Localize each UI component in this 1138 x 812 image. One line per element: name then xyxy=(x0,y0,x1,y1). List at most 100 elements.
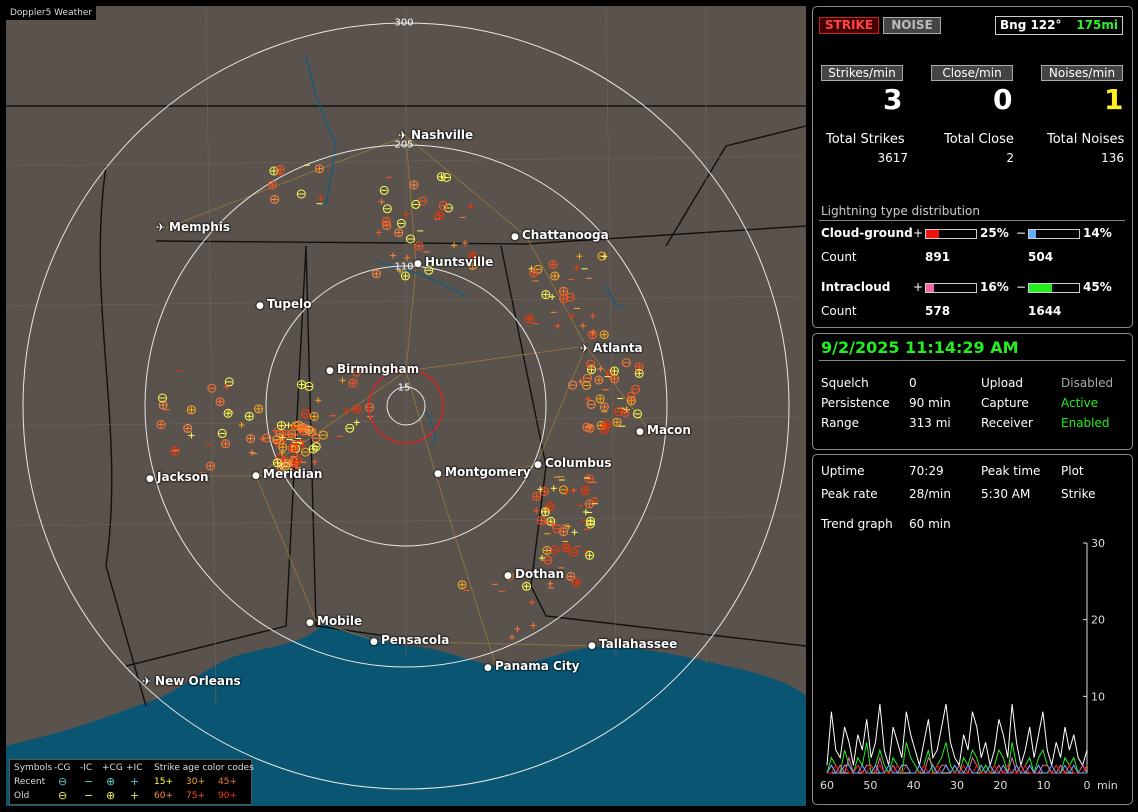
peak-time-value: 5:30 AM xyxy=(981,487,1031,501)
strike-marker xyxy=(569,313,575,320)
range-ring-0 xyxy=(22,22,790,790)
strike-marker xyxy=(381,216,391,226)
noises-per-min-button[interactable]: Noises/min xyxy=(1041,65,1123,81)
uptime-label: Uptime xyxy=(821,464,865,478)
strike-marker xyxy=(504,571,514,581)
strike-marker xyxy=(631,384,641,394)
ic-positive-bar xyxy=(925,283,977,293)
strikes-per-min-button[interactable]: Strikes/min xyxy=(821,65,903,81)
strike-marker xyxy=(550,545,560,555)
strike-marker xyxy=(343,408,350,415)
strike-marker xyxy=(586,516,596,526)
strike-marker xyxy=(547,580,554,587)
strike-marker xyxy=(559,485,568,495)
strike-marker xyxy=(468,251,478,261)
strike-marker xyxy=(549,293,556,300)
strike-marker xyxy=(238,422,245,429)
strike-marker xyxy=(406,234,415,244)
city-name: Panama City xyxy=(495,659,580,673)
close-per-min-button[interactable]: Close/min xyxy=(931,65,1013,81)
legend-recent-label: Recent xyxy=(14,777,46,787)
strike-marker xyxy=(259,436,266,443)
strike-marker xyxy=(529,268,539,278)
noise-button[interactable]: NOISE xyxy=(883,17,941,34)
legend-age-30: 30+ xyxy=(186,777,205,787)
close-range-ring xyxy=(368,368,444,444)
symbol-legend: Symbols -CG -IC +CG +IC Strike age color… xyxy=(9,759,254,805)
strike-marker xyxy=(577,378,584,385)
strike-marker xyxy=(540,507,550,517)
strike-marker xyxy=(599,330,609,340)
range-label: Range xyxy=(821,416,860,430)
strike-marker xyxy=(293,440,300,447)
legend-age-45: 45+ xyxy=(218,777,237,787)
strike-marker xyxy=(278,442,288,452)
strike-marker xyxy=(576,253,583,260)
strike-marker xyxy=(223,383,230,390)
strike-marker xyxy=(279,449,286,456)
capture-value: Active xyxy=(1061,396,1099,410)
strike-marker xyxy=(308,444,318,454)
strike-marker xyxy=(548,259,558,269)
trend-y-tick-label: 30 xyxy=(1091,539,1105,550)
strike-marker xyxy=(634,368,644,378)
strike-marker xyxy=(597,366,604,372)
strike-marker xyxy=(301,409,311,419)
strike-marker xyxy=(267,180,277,190)
city-name: Macon xyxy=(647,423,691,437)
squelch-label: Squelch xyxy=(821,376,869,390)
strikes-per-min-value: 3 xyxy=(883,83,903,116)
strike-button[interactable]: STRIKE xyxy=(819,17,879,34)
strike-marker xyxy=(539,555,545,561)
strike-marker xyxy=(371,269,381,279)
strike-marker xyxy=(571,529,578,536)
city-atlanta: ✈ Atlanta xyxy=(580,341,643,355)
cg-negative-bar-fill xyxy=(1029,230,1036,238)
strike-marker xyxy=(589,312,596,319)
strike-marker xyxy=(318,430,328,440)
strike-marker xyxy=(610,374,620,384)
strike-marker xyxy=(246,434,256,444)
strike-map[interactable]: Doppler5 Weather 300 205 110 15 ✈ Nashvi… xyxy=(6,6,806,806)
strike-marker xyxy=(522,581,531,591)
upload-value: Disabled xyxy=(1061,376,1114,390)
strike-marker xyxy=(345,423,355,433)
strike-marker xyxy=(315,397,322,404)
legend-recent-neg-cg-icon: ⊖ xyxy=(58,775,68,788)
strike-marker xyxy=(217,428,227,438)
city-chattanooga: ● Chattanooga xyxy=(511,228,609,242)
city-tupelo: ● Tupelo xyxy=(256,297,312,311)
legend-col-neg-cg: -CG xyxy=(54,763,71,773)
strike-marker xyxy=(262,433,272,443)
strike-markers xyxy=(156,164,644,641)
strike-marker xyxy=(436,172,446,182)
trend-series-2 xyxy=(826,755,1088,775)
strike-marker xyxy=(457,580,467,590)
distribution-divider xyxy=(819,220,1125,221)
capture-label: Capture xyxy=(981,396,1029,410)
map-canvas[interactable] xyxy=(6,6,806,806)
strike-marker xyxy=(224,377,234,387)
plot-value[interactable]: Strike xyxy=(1061,487,1096,501)
strike-marker xyxy=(612,417,622,427)
legend-age-90: 90+ xyxy=(218,791,237,801)
legend-col-neg-ic: -IC xyxy=(80,763,93,773)
uptime-value: 70:29 xyxy=(909,464,944,478)
strike-marker xyxy=(462,240,469,247)
strike-marker xyxy=(297,380,306,390)
strike-marker xyxy=(287,429,297,439)
strike-marker xyxy=(532,491,542,501)
city-meridian: ● Meridian xyxy=(252,467,322,481)
total-close-value: 2 xyxy=(1006,151,1014,165)
distance-value: 175mi xyxy=(1076,18,1118,32)
trend-x-tick-label: 50 xyxy=(863,779,877,792)
ring-label-300: 300 xyxy=(394,17,414,29)
strike-marker xyxy=(509,634,515,641)
strike-marker xyxy=(594,375,604,385)
cg-positive-bar-fill xyxy=(926,230,939,238)
peak-rate-value: 28/min xyxy=(909,487,951,501)
city-name: Huntsville xyxy=(425,255,494,269)
city-dot-icon: ● xyxy=(146,474,157,484)
city-name: Pensacola xyxy=(381,633,450,647)
strike-marker xyxy=(580,322,587,329)
